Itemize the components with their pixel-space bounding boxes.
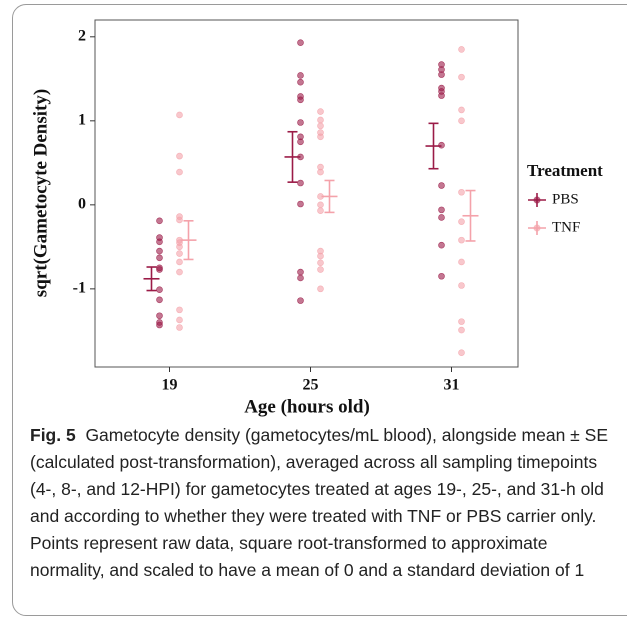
data-point xyxy=(458,46,465,53)
data-point xyxy=(438,182,445,189)
data-point xyxy=(176,306,183,314)
legend-label: PBS xyxy=(552,191,579,207)
data-point xyxy=(317,116,324,124)
y-tick-label: -1 xyxy=(73,280,86,297)
data-point xyxy=(317,133,324,141)
data-point xyxy=(458,218,465,225)
data-point xyxy=(438,214,445,221)
data-point xyxy=(176,268,183,276)
data-point xyxy=(176,316,183,324)
data-point xyxy=(438,241,445,249)
x-tick-label: 19 xyxy=(162,377,178,394)
data-point xyxy=(438,92,445,99)
data-point xyxy=(156,217,163,225)
data-point xyxy=(156,254,163,262)
data-point xyxy=(156,312,163,320)
data-point xyxy=(156,266,163,273)
legend-key xyxy=(533,196,541,204)
figure-frame xyxy=(12,4,627,616)
data-point xyxy=(156,321,163,329)
x-tick-label: 31 xyxy=(444,377,460,394)
caption-label: Fig. 5 xyxy=(30,425,76,445)
y-tick-label: 0 xyxy=(78,196,86,213)
data-point xyxy=(176,324,183,331)
legend-title: Treatment xyxy=(527,161,603,180)
data-point xyxy=(317,108,324,115)
data-point xyxy=(297,274,304,282)
data-point xyxy=(317,252,324,260)
data-point xyxy=(297,119,304,126)
data-point xyxy=(438,71,445,78)
data-point xyxy=(176,216,183,224)
x-tick-label: 25 xyxy=(303,377,319,394)
data-point xyxy=(317,266,324,273)
data-point xyxy=(458,236,465,244)
chart: Age (hours old) sqrt(Gametocyte Density)… xyxy=(30,19,603,417)
legend-label: TNF xyxy=(552,219,580,235)
data-point xyxy=(458,318,465,325)
data-point xyxy=(458,73,465,81)
data-point xyxy=(297,39,304,46)
data-point xyxy=(458,117,465,125)
data-point xyxy=(458,282,465,289)
caption: Fig. 5 Gametocyte density (gametocytes/m… xyxy=(30,422,622,584)
data-point xyxy=(297,96,304,104)
data-point xyxy=(438,272,445,280)
y-axis-title: sqrt(Gametocyte Density) xyxy=(30,89,51,297)
data-point xyxy=(458,326,465,334)
y-tick-label: 1 xyxy=(78,111,86,128)
data-point xyxy=(176,168,183,176)
data-point xyxy=(297,297,304,304)
data-point xyxy=(176,243,183,251)
data-point xyxy=(317,122,324,130)
data-point xyxy=(317,285,324,293)
data-point xyxy=(297,179,304,187)
data-point xyxy=(458,106,465,114)
data-point xyxy=(156,238,163,246)
data-point xyxy=(438,206,445,214)
caption-text: Gametocyte density (gametocytes/mL blood… xyxy=(30,425,608,580)
data-point xyxy=(297,78,304,86)
data-point xyxy=(176,152,183,160)
data-point xyxy=(156,286,163,294)
data-point xyxy=(156,296,163,304)
data-point xyxy=(176,250,183,257)
data-point xyxy=(458,188,465,196)
data-point xyxy=(317,207,324,215)
data-point xyxy=(458,258,465,266)
data-point xyxy=(297,72,304,79)
data-point xyxy=(438,141,445,149)
data-point xyxy=(297,200,304,208)
data-point xyxy=(176,111,183,119)
data-point xyxy=(458,349,465,357)
plot-border xyxy=(94,19,519,368)
x-axis-title: Age (hours old) xyxy=(244,396,370,417)
data-point xyxy=(317,259,324,267)
data-point xyxy=(317,168,324,176)
data-point xyxy=(176,258,183,266)
legend-key xyxy=(533,224,541,232)
data-point xyxy=(297,138,304,146)
y-tick-label: 2 xyxy=(78,27,86,44)
data-point xyxy=(297,268,304,276)
data-point xyxy=(156,247,163,255)
data-point xyxy=(317,201,324,209)
